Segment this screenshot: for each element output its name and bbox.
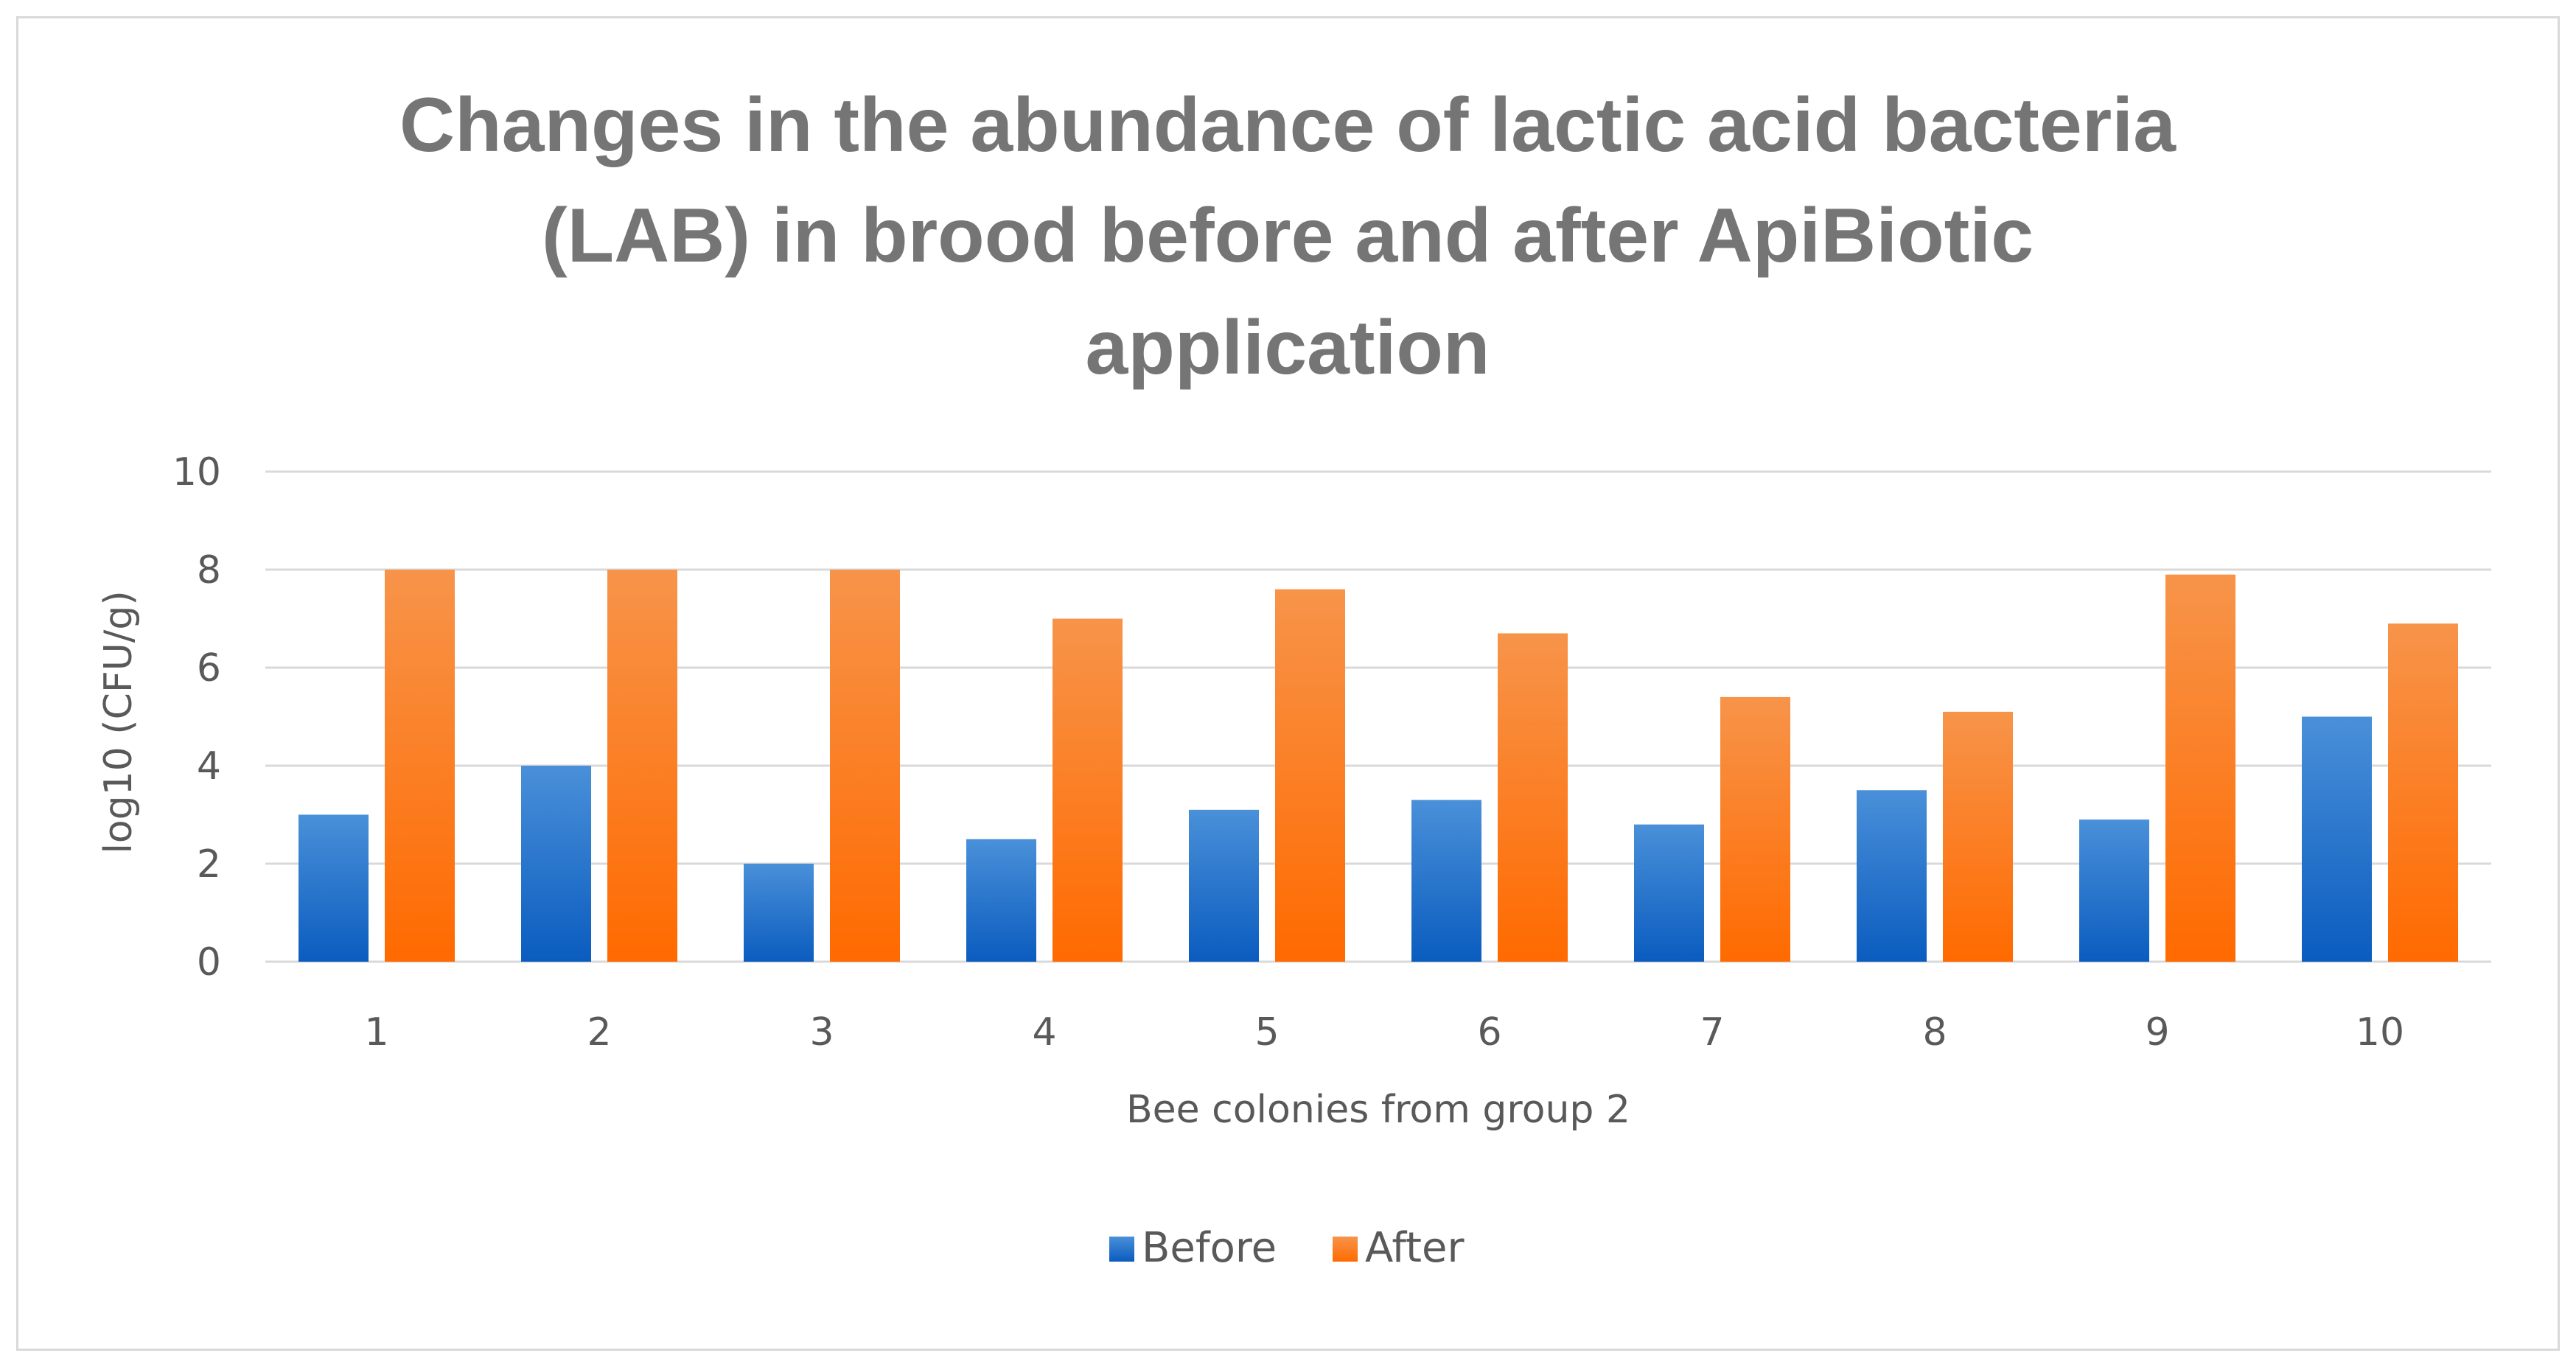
legend-label-after: After xyxy=(1365,1224,1465,1272)
y-tick-label: 0 xyxy=(197,940,221,985)
bar-after-2 xyxy=(607,570,677,962)
bar-before-5 xyxy=(1189,809,1259,962)
bar-after-4 xyxy=(1053,618,1123,962)
bar-after-7 xyxy=(1720,696,1790,962)
bar-after-8 xyxy=(1943,711,2013,962)
bar-after-10 xyxy=(2388,623,2458,962)
bar-after-3 xyxy=(830,570,900,962)
x-tick-label: 8 xyxy=(1922,1010,1947,1055)
chart-title-line-3: application xyxy=(1086,305,1490,391)
chart-title-line-2: (LAB) in brood before and after ApiBioti… xyxy=(542,193,2034,279)
chart-title: Changes in the abundance of lactic acid … xyxy=(399,83,2177,391)
bar-before-1 xyxy=(299,814,369,962)
y-tick-label: 4 xyxy=(197,744,221,789)
bar-before-6 xyxy=(1411,800,1481,962)
bar-after-5 xyxy=(1275,589,1345,962)
bar-before-10 xyxy=(2302,716,2372,962)
x-tick-label: 2 xyxy=(587,1010,611,1055)
x-tick-label: 3 xyxy=(809,1010,834,1055)
y-tick-label: 10 xyxy=(172,450,221,494)
x-axis-ticks: 1 2 3 4 5 6 7 8 9 10 xyxy=(364,1010,2404,1055)
x-tick-label: 6 xyxy=(1477,1010,1501,1055)
legend-swatch-after xyxy=(1333,1237,1358,1262)
legend-swatch-before xyxy=(1109,1237,1134,1262)
bars xyxy=(299,570,2458,962)
legend-label-before: Before xyxy=(1142,1224,1277,1272)
bar-before-7 xyxy=(1634,824,1704,962)
bar-before-2 xyxy=(521,766,591,962)
bar-before-8 xyxy=(1857,790,1927,962)
gridlines xyxy=(265,470,2491,963)
y-axis-label: log10 (CFU/g) xyxy=(97,590,141,853)
bar-after-6 xyxy=(1498,633,1568,962)
x-tick-label: 9 xyxy=(2145,1010,2169,1055)
y-tick-label: 2 xyxy=(197,842,221,887)
y-tick-label: 8 xyxy=(197,548,221,592)
x-tick-label: 10 xyxy=(2356,1010,2404,1055)
x-tick-label: 5 xyxy=(1254,1010,1279,1055)
x-tick-label: 4 xyxy=(1032,1010,1056,1055)
bar-before-3 xyxy=(744,864,814,962)
x-axis-label: Bee colonies from group 2 xyxy=(1126,1088,1630,1132)
bar-after-1 xyxy=(385,570,455,962)
chart-title-line-1: Changes in the abundance of lactic acid … xyxy=(399,83,2177,168)
bar-after-9 xyxy=(2165,574,2235,962)
bar-before-9 xyxy=(2079,819,2149,962)
x-tick-label: 1 xyxy=(364,1010,388,1055)
y-axis-ticks: 0 2 4 6 8 10 xyxy=(172,450,221,985)
x-tick-label: 7 xyxy=(1700,1010,1724,1055)
y-tick-label: 6 xyxy=(197,646,221,691)
legend: Before After xyxy=(1109,1224,1465,1272)
bar-before-4 xyxy=(966,839,1036,962)
